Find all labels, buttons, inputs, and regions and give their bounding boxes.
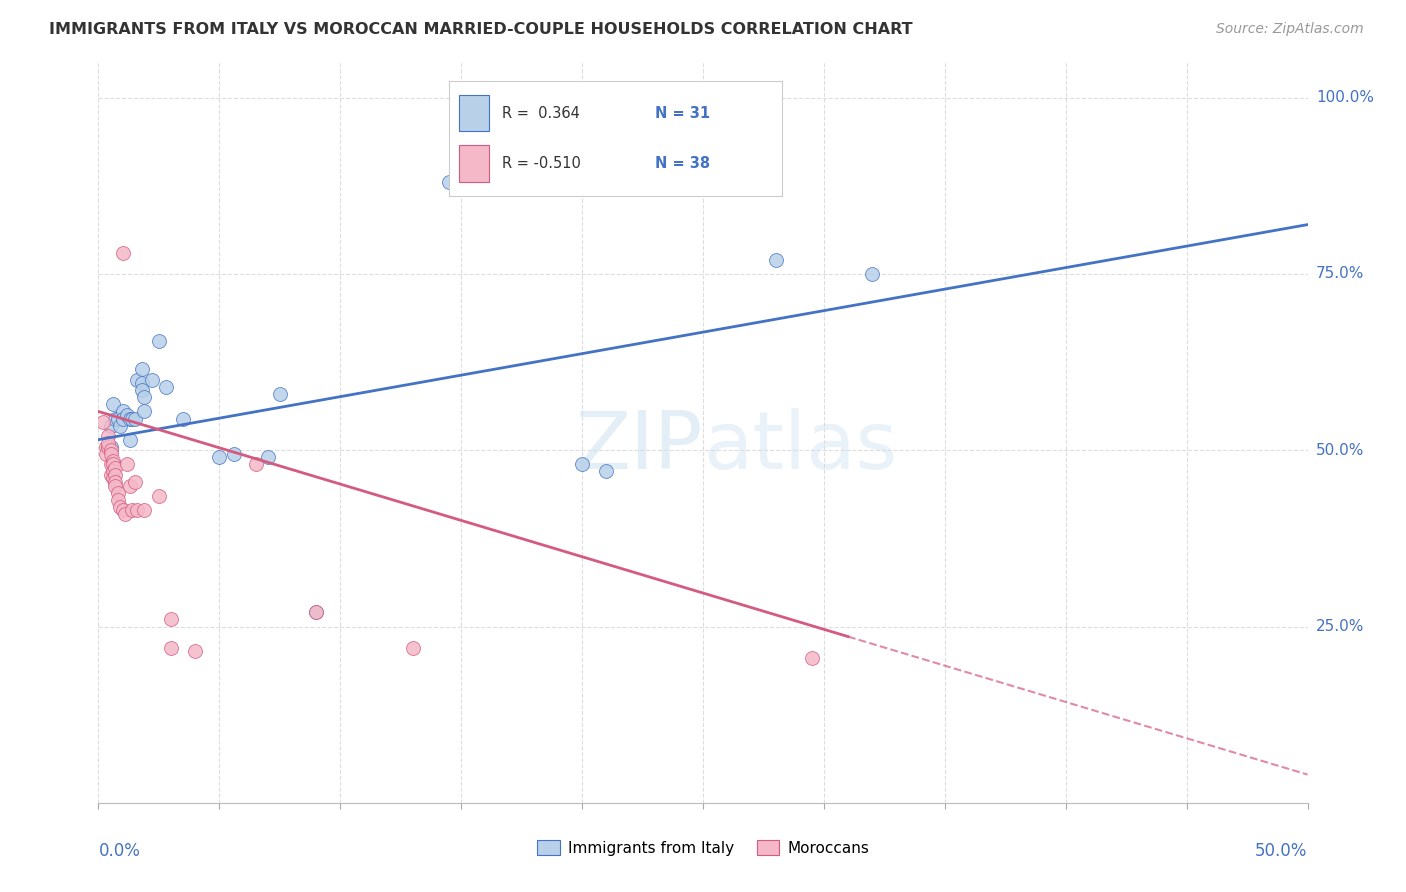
Point [111, 404, 134, 418]
Point [104, 467, 127, 482]
Point [124, 411, 146, 425]
Point [104, 475, 127, 489]
Point [111, 245, 134, 260]
Point [118, 478, 141, 492]
Point [131, 376, 153, 391]
Text: 50.0%: 50.0% [1256, 842, 1308, 860]
Point [104, 461, 127, 475]
Point [97, 436, 120, 450]
Point [108, 418, 131, 433]
Point [97, 440, 120, 454]
Point [800, 651, 823, 665]
Point [100, 458, 122, 472]
Point [305, 606, 328, 620]
Point [305, 606, 328, 620]
Point [155, 380, 177, 394]
Point [117, 458, 139, 472]
Point [101, 458, 124, 472]
Point [256, 450, 278, 465]
Point [160, 640, 183, 655]
Point [101, 397, 124, 411]
Point [160, 612, 183, 626]
Legend: Immigrants from Italy, Moroccans: Immigrants from Italy, Moroccans [531, 834, 875, 862]
Point [402, 640, 425, 655]
Text: 50.0%: 50.0% [1316, 442, 1364, 458]
Point [148, 334, 170, 348]
Text: 100.0%: 100.0% [1316, 90, 1374, 105]
Point [94, 440, 117, 454]
Point [117, 408, 139, 422]
Point [184, 644, 207, 658]
Point [111, 503, 134, 517]
Point [114, 507, 136, 521]
Point [134, 390, 156, 404]
Point [571, 458, 593, 472]
Point [100, 440, 122, 454]
Point [100, 467, 122, 482]
Text: 0.0%: 0.0% [98, 842, 141, 860]
Point [121, 503, 143, 517]
Point [765, 252, 787, 267]
Point [111, 411, 134, 425]
Point [134, 404, 156, 418]
Point [121, 411, 143, 425]
Point [172, 411, 194, 425]
Point [101, 471, 124, 485]
Text: Source: ZipAtlas.com: Source: ZipAtlas.com [1216, 22, 1364, 37]
Point [97, 429, 120, 443]
Point [595, 464, 617, 478]
Point [94, 447, 117, 461]
Point [100, 418, 122, 433]
Text: 75.0%: 75.0% [1316, 267, 1364, 282]
Point [208, 450, 231, 465]
Point [124, 475, 146, 489]
Point [131, 362, 153, 376]
Point [101, 464, 124, 478]
Point [108, 500, 131, 514]
Point [100, 443, 122, 458]
Point [104, 411, 127, 425]
Point [127, 503, 149, 517]
Text: IMMIGRANTS FROM ITALY VS MOROCCAN MARRIED-COUPLE HOUSEHOLDS CORRELATION CHART: IMMIGRANTS FROM ITALY VS MOROCCAN MARRIE… [49, 22, 912, 37]
Point [222, 447, 245, 461]
Point [118, 433, 141, 447]
Point [148, 489, 170, 503]
Point [141, 373, 163, 387]
Point [860, 267, 883, 281]
Text: 25.0%: 25.0% [1316, 619, 1364, 634]
Point [118, 411, 141, 425]
Point [134, 503, 156, 517]
Point [269, 387, 291, 401]
Point [101, 454, 124, 468]
Text: atlas: atlas [703, 409, 897, 486]
Point [127, 373, 149, 387]
Point [104, 478, 127, 492]
Point [91, 415, 114, 429]
Point [437, 175, 460, 189]
Point [131, 384, 153, 398]
Point [245, 458, 267, 472]
Point [107, 485, 129, 500]
Point [107, 492, 129, 507]
Point [100, 447, 122, 461]
Text: ZIP: ZIP [575, 409, 703, 486]
Point [107, 411, 129, 425]
